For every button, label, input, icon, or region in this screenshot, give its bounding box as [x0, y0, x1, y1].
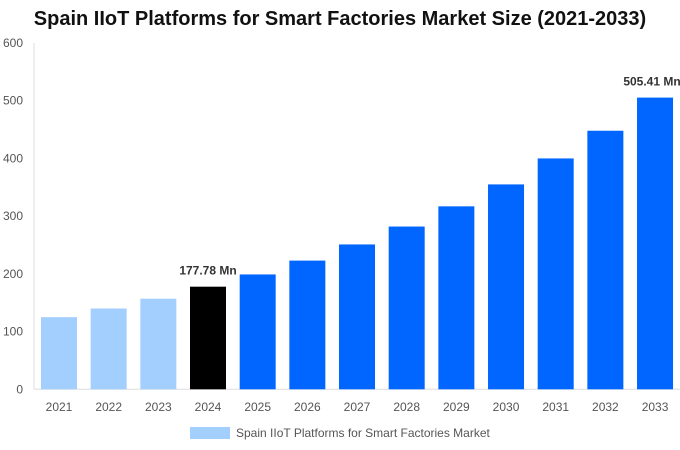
data-label: 177.78 Mn — [179, 264, 236, 278]
x-tick-label: 2027 — [344, 400, 371, 414]
x-tick-label: 2028 — [393, 400, 420, 414]
bar-2033 — [637, 97, 674, 390]
legend-label: Spain IIoT Platforms for Smart Factories… — [236, 426, 490, 440]
bar-2024 — [190, 286, 227, 390]
x-tick-label: 2025 — [244, 400, 271, 414]
x-tick-label: 2029 — [443, 400, 470, 414]
y-tick-label: 500 — [3, 94, 23, 108]
x-tick-label: 2030 — [493, 400, 520, 414]
bar-2021 — [41, 317, 77, 390]
y-tick-label: 0 — [16, 382, 23, 396]
y-tick-label: 600 — [3, 36, 23, 50]
y-tick-label: 200 — [3, 267, 23, 281]
bar-2026 — [289, 260, 326, 390]
legend-swatch — [190, 427, 230, 439]
bar-2022 — [90, 308, 127, 390]
bar-2031 — [537, 158, 574, 390]
bar-2032 — [587, 130, 624, 390]
bar-2030 — [488, 184, 525, 390]
x-tick-label: 2033 — [642, 400, 669, 414]
y-tick-label: 300 — [3, 209, 23, 223]
x-tick-label: 2024 — [195, 400, 222, 414]
legend: Spain IIoT Platforms for Smart Factories… — [190, 426, 490, 440]
x-tick-label: 2021 — [46, 400, 73, 414]
y-tick-label: 400 — [3, 151, 23, 165]
bar-2027 — [339, 244, 376, 390]
bar-2025 — [239, 274, 276, 390]
x-tick-label: 2032 — [592, 400, 619, 414]
x-tick-label: 2023 — [145, 400, 172, 414]
x-tick-label: 2022 — [95, 400, 122, 414]
y-tick-label: 100 — [3, 325, 23, 339]
data-label: 505.41 Mn — [623, 75, 680, 89]
x-tick-label: 2026 — [294, 400, 321, 414]
x-tick-label: 2031 — [542, 400, 569, 414]
bar-2029 — [438, 206, 475, 390]
bar-2023 — [140, 298, 177, 390]
bar-2028 — [388, 226, 425, 390]
chart-title: Spain IIoT Platforms for Smart Factories… — [33, 8, 647, 30]
